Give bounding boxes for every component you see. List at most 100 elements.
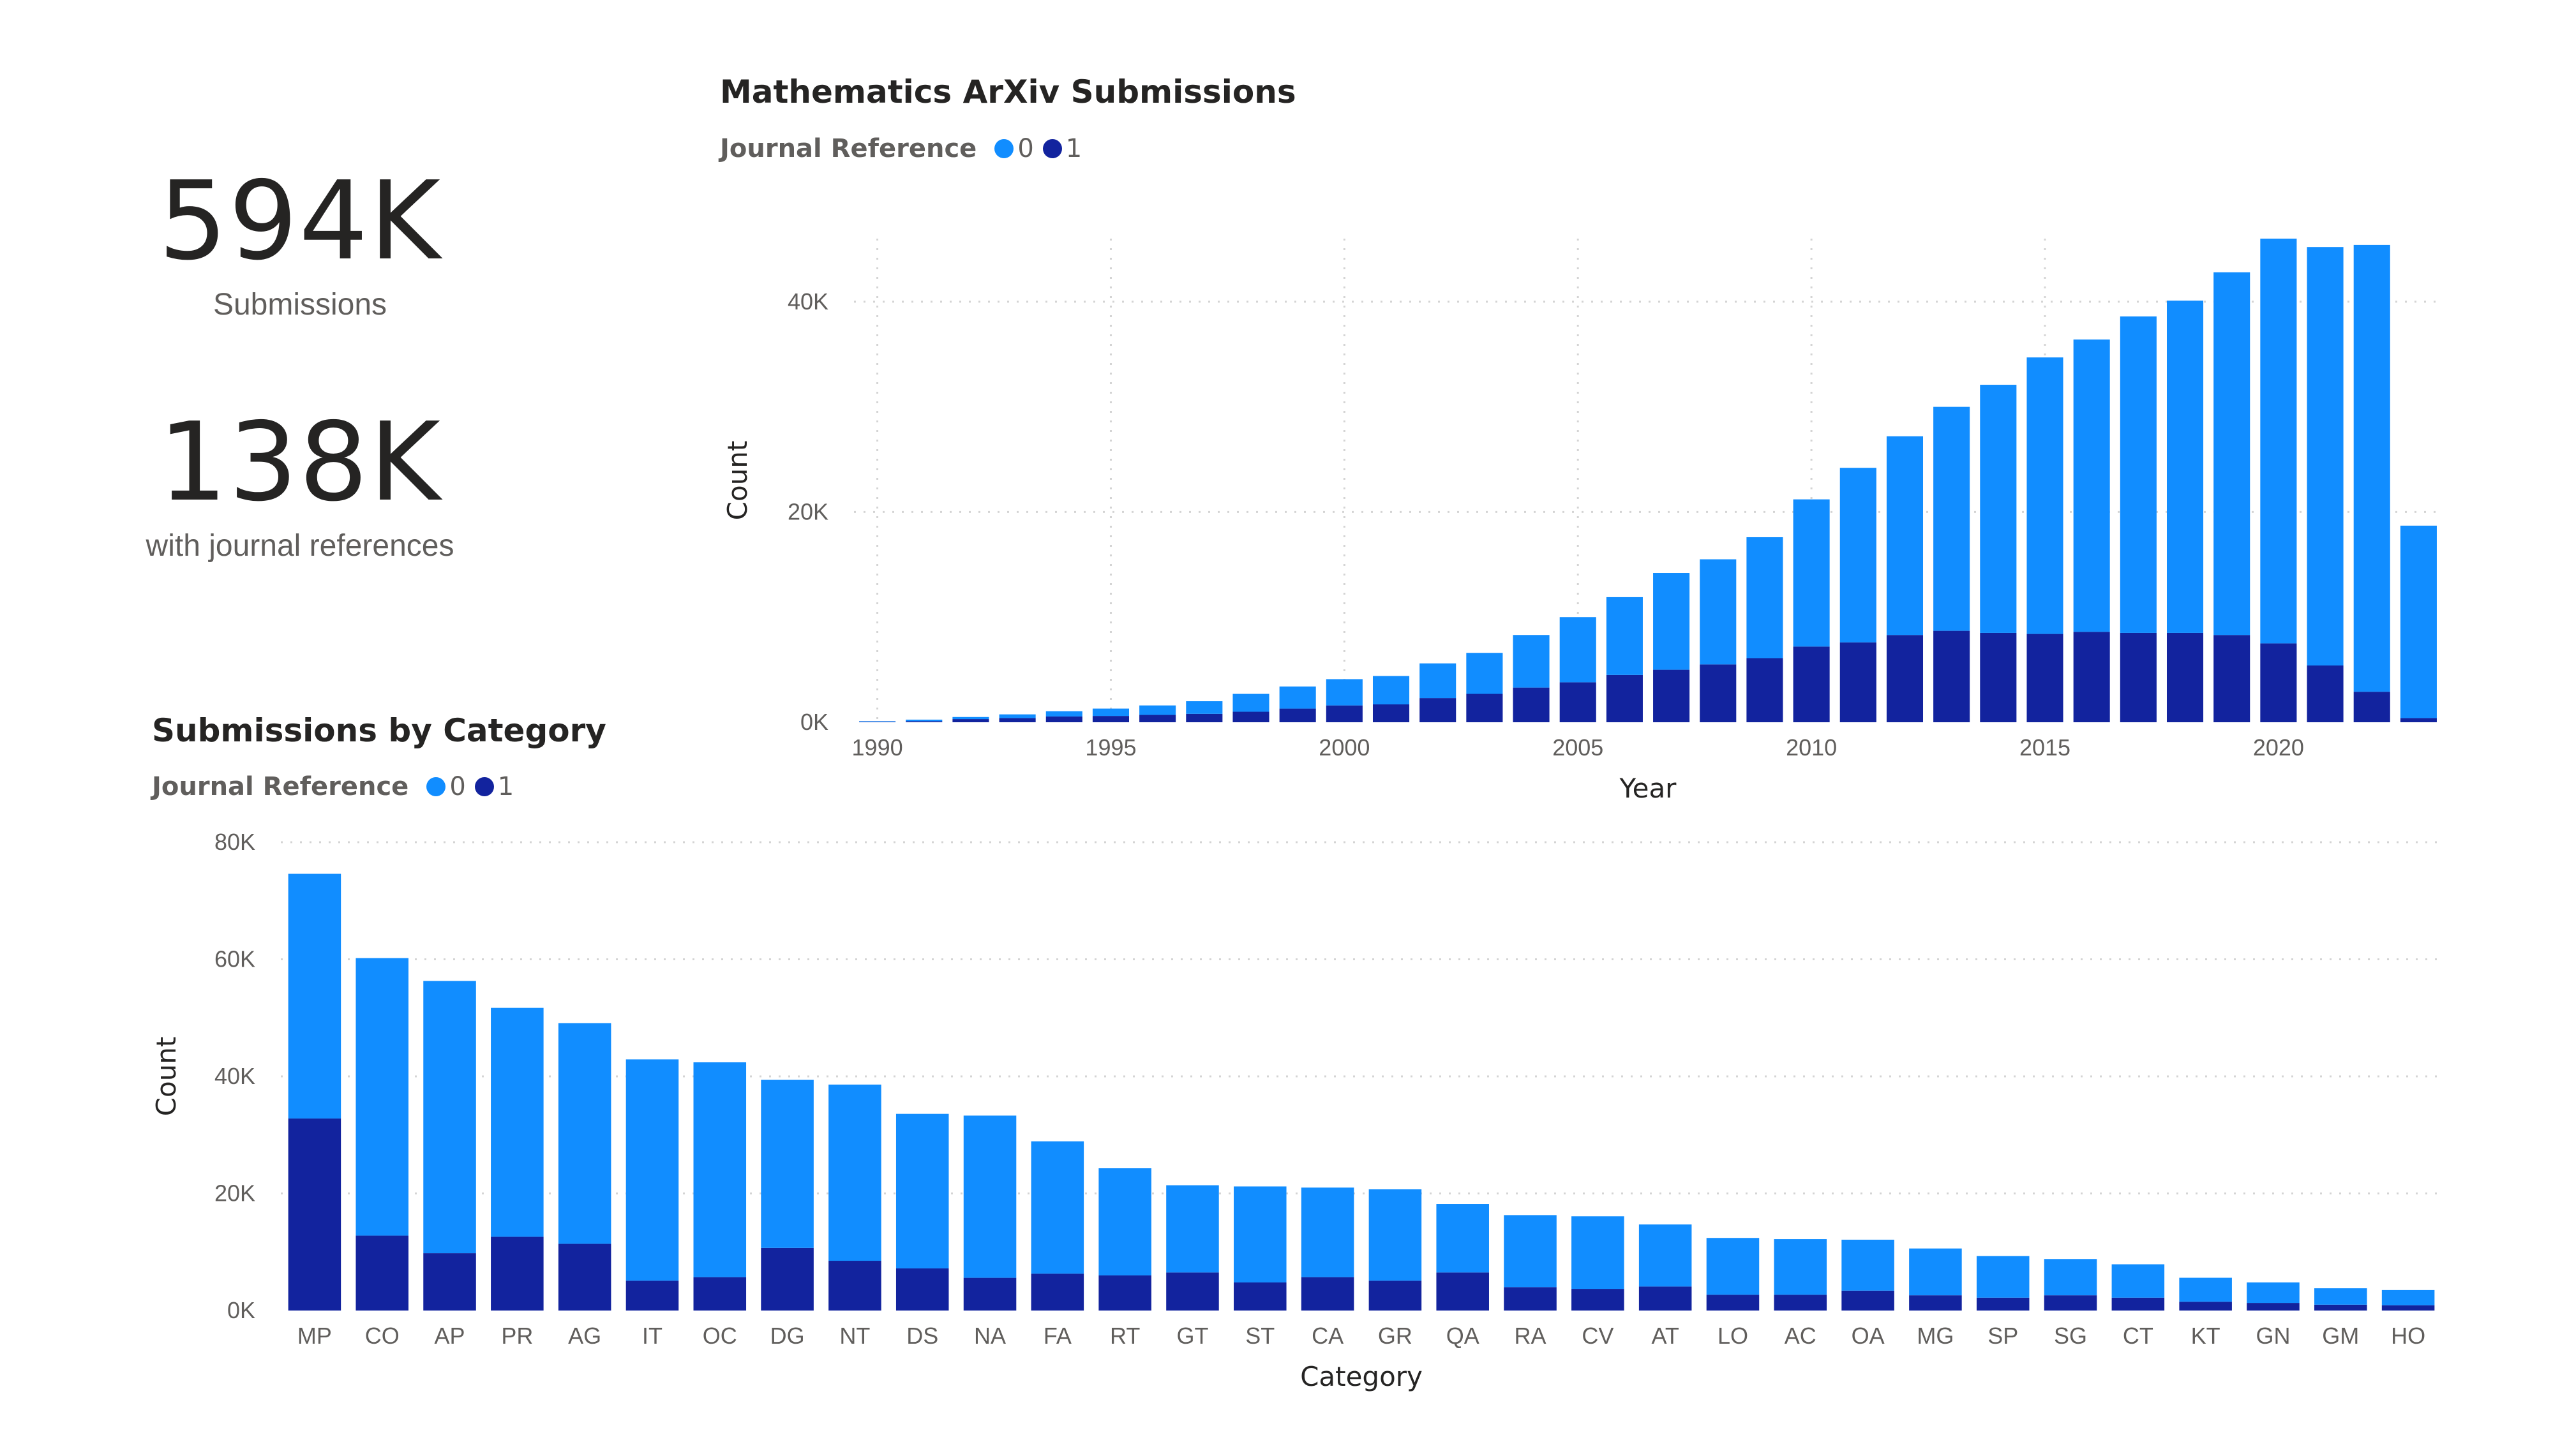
- bar-series-1[interactable]: [1513, 687, 1550, 722]
- bar-series-0[interactable]: [1980, 385, 2017, 633]
- bar-series-1[interactable]: [1234, 1282, 1287, 1311]
- bar-series-0[interactable]: [2260, 239, 2297, 644]
- bar-series-1[interactable]: [2213, 635, 2250, 722]
- bar-series-0[interactable]: [1700, 559, 1737, 665]
- bar-series-1[interactable]: [288, 1118, 341, 1311]
- bar-series-0[interactable]: [1638, 1224, 1692, 1287]
- bar-series-1[interactable]: [1606, 674, 1643, 722]
- bar-series-1[interactable]: [625, 1281, 679, 1311]
- bar-series-1[interactable]: [1419, 698, 1456, 722]
- bar-series-0[interactable]: [1139, 705, 1176, 715]
- bar-series-1[interactable]: [2314, 1304, 2367, 1311]
- bar-series-0[interactable]: [2353, 244, 2390, 692]
- legend-item-1[interactable]: 1: [1042, 134, 1082, 163]
- bar-series-1[interactable]: [1372, 704, 1410, 722]
- bar-series-1[interactable]: [1045, 716, 1082, 722]
- legend-item-0[interactable]: 0: [994, 134, 1034, 163]
- bar-series-1[interactable]: [1139, 715, 1176, 722]
- bar-series-0[interactable]: [1793, 499, 1830, 647]
- bar-series-0[interactable]: [1886, 436, 1924, 635]
- bar-series-0[interactable]: [1841, 1239, 1894, 1291]
- bar-series-0[interactable]: [1166, 1185, 1219, 1273]
- bar-series-0[interactable]: [2307, 247, 2344, 666]
- bar-series-0[interactable]: [1368, 1189, 1422, 1281]
- bar-series-0[interactable]: [491, 1007, 544, 1237]
- bar-series-0[interactable]: [1933, 406, 1970, 631]
- bar-series-0[interactable]: [423, 981, 476, 1254]
- bar-series-1[interactable]: [761, 1247, 814, 1311]
- bar-series-0[interactable]: [1436, 1204, 1489, 1273]
- bar-series-0[interactable]: [1909, 1248, 1962, 1296]
- bar-series-1[interactable]: [1571, 1289, 1624, 1311]
- bar-series-0[interactable]: [1466, 653, 1503, 694]
- bar-series-0[interactable]: [1419, 663, 1456, 699]
- bar-series-1[interactable]: [1933, 630, 1970, 722]
- bar-series-1[interactable]: [2247, 1303, 2300, 1311]
- bar-series-1[interactable]: [2044, 1295, 2097, 1311]
- bar-series-1[interactable]: [1909, 1295, 1962, 1311]
- bar-series-0[interactable]: [1031, 1141, 1084, 1274]
- bar-series-1[interactable]: [2166, 632, 2204, 722]
- bar-series-1[interactable]: [1706, 1295, 1760, 1311]
- bar-series-1[interactable]: [423, 1253, 476, 1311]
- bar-series-0[interactable]: [2111, 1264, 2165, 1298]
- bar-series-1[interactable]: [2307, 665, 2344, 722]
- bar-series-0[interactable]: [2179, 1277, 2232, 1302]
- bar-series-0[interactable]: [625, 1059, 679, 1281]
- bar-series-0[interactable]: [1279, 686, 1316, 709]
- bar-series-0[interactable]: [828, 1084, 881, 1261]
- bar-series-1[interactable]: [906, 721, 943, 722]
- bar-series-1[interactable]: [1746, 658, 1783, 722]
- bar-series-0[interactable]: [1606, 597, 1643, 675]
- bar-series-0[interactable]: [906, 719, 943, 722]
- bar-series-1[interactable]: [2120, 632, 2157, 722]
- bar-series-1[interactable]: [2111, 1297, 2165, 1311]
- bar-series-0[interactable]: [1092, 708, 1130, 717]
- bar-series-0[interactable]: [1186, 701, 1223, 714]
- bar-series-0[interactable]: [1372, 676, 1410, 704]
- bar-series-0[interactable]: [288, 873, 341, 1119]
- bar-series-0[interactable]: [2044, 1259, 2097, 1296]
- bar-series-0[interactable]: [1774, 1239, 1827, 1295]
- bar-series-0[interactable]: [2247, 1282, 2300, 1304]
- bar-series-1[interactable]: [693, 1277, 747, 1311]
- bar-series-1[interactable]: [2179, 1302, 2232, 1311]
- bar-series-0[interactable]: [859, 721, 896, 722]
- bar-series-0[interactable]: [1571, 1216, 1624, 1289]
- bar-series-1[interactable]: [1638, 1286, 1692, 1311]
- bar-series-0[interactable]: [2026, 357, 2063, 634]
- bar-series-1[interactable]: [1841, 1290, 1894, 1311]
- bar-series-0[interactable]: [2213, 272, 2250, 635]
- bar-series-0[interactable]: [1513, 635, 1550, 688]
- bar-series-1[interactable]: [558, 1244, 611, 1311]
- bar-series-1[interactable]: [2026, 634, 2063, 722]
- bar-series-1[interactable]: [1559, 682, 1596, 722]
- bar-series-0[interactable]: [2073, 339, 2110, 632]
- bar-series-1[interactable]: [356, 1235, 408, 1311]
- bar-series-1[interactable]: [828, 1261, 881, 1311]
- bar-series-1[interactable]: [1092, 716, 1130, 722]
- bar-series-1[interactable]: [1980, 632, 2017, 722]
- bar-series-0[interactable]: [1232, 694, 1269, 712]
- bar-series-1[interactable]: [952, 719, 989, 722]
- bar-series-0[interactable]: [1976, 1256, 2030, 1298]
- bar-series-1[interactable]: [1436, 1272, 1489, 1311]
- bar-series-0[interactable]: [1839, 468, 1876, 643]
- bar-series-0[interactable]: [2166, 301, 2204, 633]
- bar-series-1[interactable]: [1504, 1287, 1557, 1311]
- bar-series-1[interactable]: [2400, 718, 2437, 722]
- legend-item-1[interactable]: 1: [474, 772, 514, 801]
- bar-series-1[interactable]: [1774, 1295, 1827, 1311]
- bar-series-1[interactable]: [1653, 669, 1690, 722]
- bar-series-1[interactable]: [1700, 664, 1737, 722]
- bar-series-1[interactable]: [491, 1237, 544, 1311]
- bar-series-1[interactable]: [1466, 694, 1503, 722]
- bar-series-1[interactable]: [1301, 1277, 1354, 1311]
- bar-series-1[interactable]: [1839, 642, 1876, 722]
- bar-series-0[interactable]: [963, 1115, 1017, 1278]
- bar-series-0[interactable]: [1234, 1186, 1287, 1282]
- bar-series-1[interactable]: [1326, 705, 1363, 722]
- bar-series-1[interactable]: [1368, 1281, 1422, 1311]
- bar-series-1[interactable]: [1793, 646, 1830, 722]
- bar-series-0[interactable]: [999, 714, 1036, 718]
